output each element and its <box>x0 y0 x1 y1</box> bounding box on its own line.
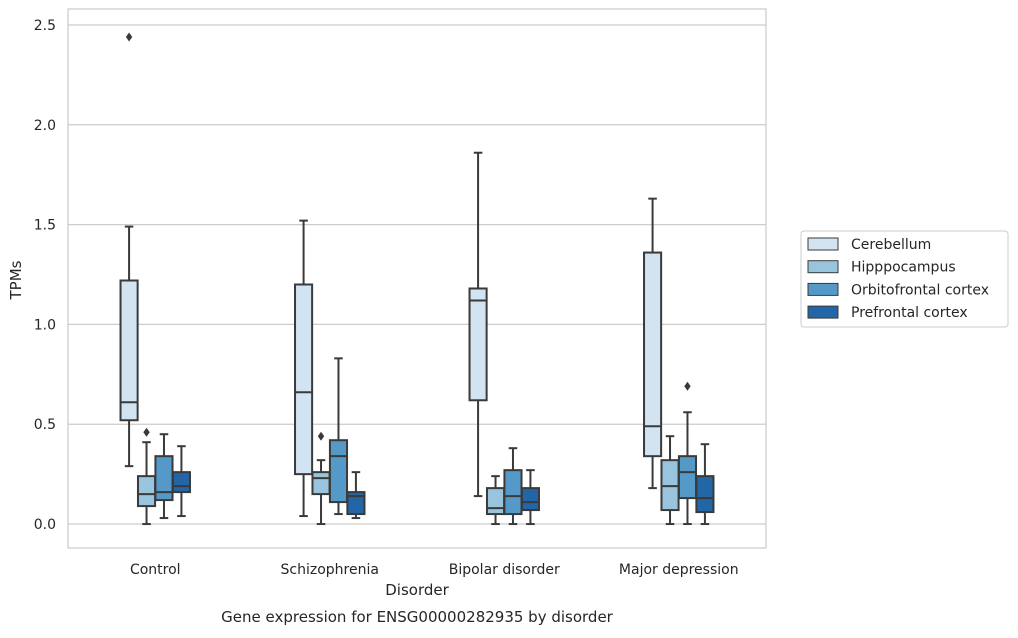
legend-frame <box>800 230 1009 328</box>
box-group <box>520 469 540 526</box>
legend-swatch <box>807 237 839 251</box>
outlier-marker <box>317 431 325 441</box>
legend-label: Hipppocampus <box>851 260 956 276</box>
box-body <box>346 491 366 516</box>
box-body <box>136 475 157 508</box>
x-tick-label: Bipolar disorder <box>449 562 560 578</box>
box-group <box>136 427 157 526</box>
box-body <box>677 455 698 500</box>
box-group <box>643 197 663 490</box>
y-tick-label: 0.0 <box>34 517 56 533</box>
box-body <box>520 487 540 512</box>
box-group <box>503 447 523 526</box>
x-tick-label: Major depression <box>619 562 739 578</box>
box-group <box>154 433 174 520</box>
outlier-marker <box>684 381 691 391</box>
x-tick-label: Control <box>130 562 181 578</box>
box-group <box>468 151 488 498</box>
legend: Cerebellum Hipppocampus Orbitofrontal cort… <box>800 230 1009 328</box>
box-group <box>119 32 139 468</box>
legend-label: Cerebellum <box>851 237 931 253</box>
box-body <box>171 471 191 494</box>
box-group <box>346 471 366 520</box>
x-tick-labels: Control Schizophrenia Bipolar disorder Majo… <box>130 562 739 578</box>
box-body <box>311 471 331 496</box>
outlier-marker <box>143 427 150 437</box>
grid-layer <box>68 24 766 525</box>
y-axis-label: TPMs <box>7 260 25 300</box>
y-tick-label: 1.5 <box>34 218 56 234</box>
x-tick-label: Schizophrenia <box>281 562 379 578</box>
x-axis-label: Disorder <box>385 581 449 599</box>
legend-swatch <box>807 260 839 274</box>
box-group <box>328 357 349 516</box>
box-body <box>119 279 139 422</box>
box-group <box>695 443 715 526</box>
box-group <box>311 431 331 526</box>
box-body <box>154 455 174 502</box>
box-group <box>677 381 698 526</box>
y-tick-label: 2.0 <box>34 118 56 134</box>
legend-label: Orbitofrontal cortex <box>851 282 989 298</box>
box-body <box>503 469 523 516</box>
box-body <box>485 487 506 516</box>
y-tick-labels: 0.0 0.5 1.0 1.5 2.0 2.5 <box>34 18 56 533</box>
box-body <box>328 439 349 504</box>
box-body <box>695 475 715 514</box>
chart-caption: Gene expression for ENSG00000282935 by d… <box>221 608 614 626</box>
box-body <box>294 283 314 476</box>
legend-swatch <box>807 282 839 296</box>
legend-swatch <box>807 305 839 319</box>
outlier-marker <box>125 32 133 42</box>
legend-items: Cerebellum Hipppocampus Orbitofrontal cort… <box>807 237 989 321</box>
y-tick-label: 0.5 <box>34 417 56 433</box>
box-group <box>485 475 506 526</box>
box-body <box>468 287 488 402</box>
plot-frame <box>67 8 767 549</box>
y-tick-label: 1.0 <box>34 317 56 333</box>
box-body <box>643 251 663 458</box>
box-group <box>171 445 191 518</box>
box-group <box>660 435 680 526</box>
y-tick-label: 2.5 <box>34 18 56 34</box>
legend-label: Prefrontal cortex <box>851 305 968 321</box>
marks-layer <box>119 32 715 526</box>
box-group <box>294 219 314 518</box>
